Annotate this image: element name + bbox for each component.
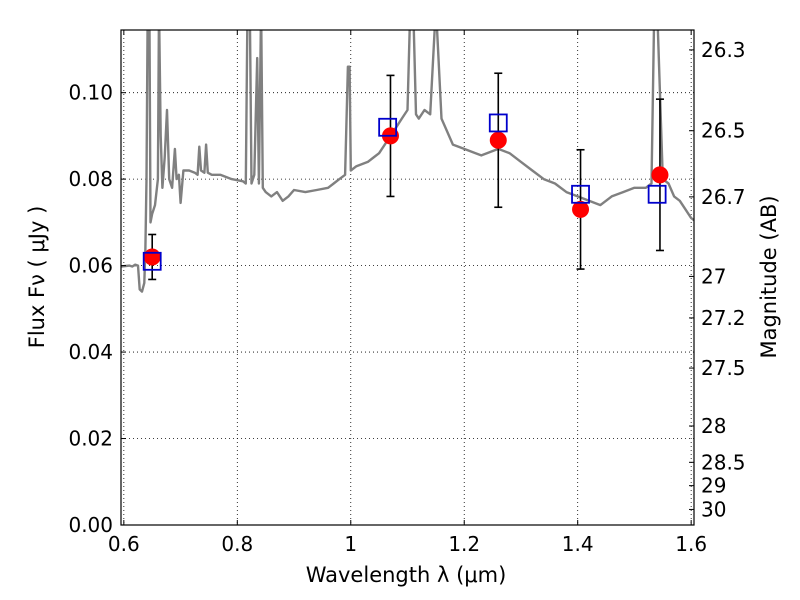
mag-tick-label: 27.2 bbox=[701, 306, 746, 330]
mag-tick-label: 26.7 bbox=[701, 185, 746, 209]
grid bbox=[121, 30, 694, 526]
observed-point bbox=[572, 200, 590, 218]
mag-tick-label: 26.3 bbox=[701, 38, 746, 62]
observed-point bbox=[143, 248, 161, 266]
mag-tick-label: 27.5 bbox=[701, 356, 746, 380]
y-tick-label: 0.04 bbox=[68, 340, 113, 364]
mag-tick-label: 30 bbox=[701, 497, 726, 521]
x-tick-label: 1.6 bbox=[675, 532, 707, 556]
mag-tick-label: 26.5 bbox=[701, 119, 746, 143]
x-tick-label: 0.8 bbox=[221, 532, 253, 556]
right-y-axis-label: Magnitude (AB) bbox=[757, 195, 781, 358]
y-tick-label: 0.00 bbox=[68, 513, 113, 537]
y-tick-label: 0.10 bbox=[68, 81, 113, 105]
y-tick-label: 0.08 bbox=[68, 167, 113, 191]
spectrum-line bbox=[121, 30, 694, 293]
mag-tick-label: 28.5 bbox=[701, 450, 746, 474]
mag-tick-label: 28 bbox=[701, 414, 726, 438]
y-axis-label: Flux Fν ( μJy ) bbox=[25, 206, 49, 349]
observed-point bbox=[651, 166, 669, 184]
model-point bbox=[142, 251, 162, 271]
model-point bbox=[647, 184, 667, 204]
model-point bbox=[571, 184, 590, 204]
x-tick-label: 0.6 bbox=[108, 532, 140, 556]
plot-area bbox=[121, 30, 694, 293]
x-tick-label: 1 bbox=[344, 532, 357, 556]
y-tick-label: 0.02 bbox=[68, 427, 113, 451]
x-tick-label: 1.4 bbox=[562, 532, 594, 556]
x-tick-label: 1.2 bbox=[448, 532, 480, 556]
x-axis-label: Wavelength λ (μm) bbox=[306, 563, 507, 587]
mag-tick-label: 29 bbox=[701, 474, 726, 498]
axis-ticks: 0.6 0.8 1 1.2 1.4 1.6 0.00 0.02 0.04 0.06 0.08 0.10… bbox=[68, 30, 746, 556]
y-tick-label: 0.06 bbox=[68, 254, 113, 278]
model-point bbox=[488, 113, 508, 133]
model-point bbox=[378, 117, 398, 137]
observed-point bbox=[489, 131, 507, 149]
mag-tick-label: 27 bbox=[701, 264, 726, 288]
plot-frame bbox=[120, 29, 695, 526]
